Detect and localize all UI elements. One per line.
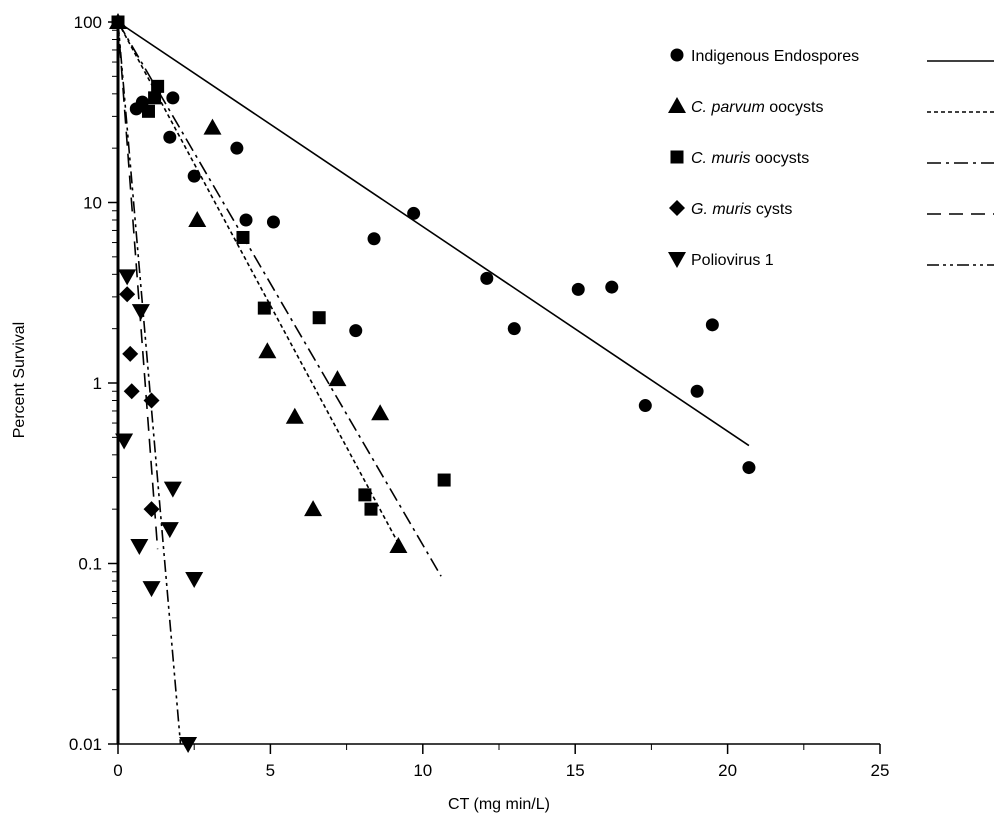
fit-line — [117, 21, 750, 447]
data-point — [312, 311, 326, 325]
data-point — [239, 213, 253, 227]
legend-marker — [670, 48, 684, 62]
data-point — [328, 370, 347, 387]
data-point — [188, 210, 207, 227]
y-axis-title: Percent Survival — [11, 322, 28, 439]
legend-marker — [669, 200, 685, 216]
data-point — [143, 501, 160, 518]
x-tick-label: 25 — [871, 761, 890, 780]
y-tick-label: 0.01 — [69, 735, 102, 754]
legend-marker — [670, 150, 684, 164]
x-tick-label: 10 — [413, 761, 432, 780]
fit-line — [117, 21, 442, 577]
x-tick-label: 15 — [566, 761, 585, 780]
data-point — [257, 301, 271, 315]
x-tick-label: 20 — [718, 761, 737, 780]
data-point — [131, 304, 150, 321]
data-point — [142, 581, 161, 598]
legend-label: G. muris cysts — [691, 201, 792, 218]
data-point — [364, 502, 378, 516]
data-point — [187, 169, 201, 183]
x-tick-label: 5 — [266, 761, 275, 780]
data-point — [122, 345, 139, 362]
y-tick-label: 0.1 — [78, 555, 102, 574]
data-point — [151, 79, 165, 93]
data-point — [111, 15, 125, 29]
data-point — [166, 91, 180, 105]
legend-label: Poliovirus 1 — [691, 252, 774, 269]
legend-marker — [668, 252, 686, 268]
data-point — [507, 322, 521, 336]
x-tick-label: 0 — [113, 761, 122, 780]
data-point — [258, 342, 277, 359]
data-point — [349, 324, 363, 338]
data-point — [148, 91, 162, 105]
fit-line — [117, 21, 182, 745]
data-point — [163, 481, 182, 498]
data-point — [571, 282, 585, 296]
x-axis-title: CT (mg min/L) — [448, 796, 550, 813]
data-point — [304, 500, 323, 517]
data-point — [203, 118, 222, 135]
data-point — [480, 271, 494, 285]
data-point — [115, 433, 134, 450]
data-point — [367, 232, 381, 246]
data-point — [358, 488, 372, 502]
data-point — [705, 318, 719, 332]
data-point — [638, 399, 652, 413]
data-point — [371, 404, 390, 421]
data-point — [230, 141, 244, 155]
data-point — [437, 473, 451, 487]
legend-label: Indigenous Endospores — [691, 48, 859, 65]
fit-lines — [117, 21, 750, 745]
data-point — [407, 206, 421, 220]
data-point — [123, 383, 140, 400]
y-tick-label: 10 — [83, 194, 102, 213]
data-point — [141, 104, 155, 118]
fit-line — [117, 21, 403, 550]
legend-label: C. muris oocysts — [691, 150, 809, 167]
fit-line — [117, 21, 159, 550]
y-tick-label: 1 — [93, 374, 102, 393]
data-point — [179, 737, 198, 753]
data-point — [389, 537, 408, 554]
legend-marker — [668, 97, 686, 113]
data-point — [185, 572, 204, 589]
data-points — [109, 13, 756, 753]
data-point — [285, 407, 304, 424]
data-point — [130, 539, 149, 556]
data-point — [163, 130, 177, 144]
data-point — [160, 522, 179, 539]
legend: Indigenous Endospores C. parvum oocysts C.… — [668, 48, 994, 269]
data-point — [236, 230, 250, 244]
data-point — [143, 392, 160, 409]
y-tick-label: 100 — [74, 13, 102, 32]
data-point — [742, 461, 756, 475]
data-point — [605, 280, 619, 294]
data-point — [266, 215, 280, 229]
axes: 0.01 0.1 1 10 100 0 5 10 15 20 25 — [69, 13, 890, 780]
data-point — [118, 269, 137, 286]
data-point — [690, 384, 704, 398]
data-point — [119, 286, 136, 303]
legend-label: C. parvum oocysts — [691, 99, 823, 116]
